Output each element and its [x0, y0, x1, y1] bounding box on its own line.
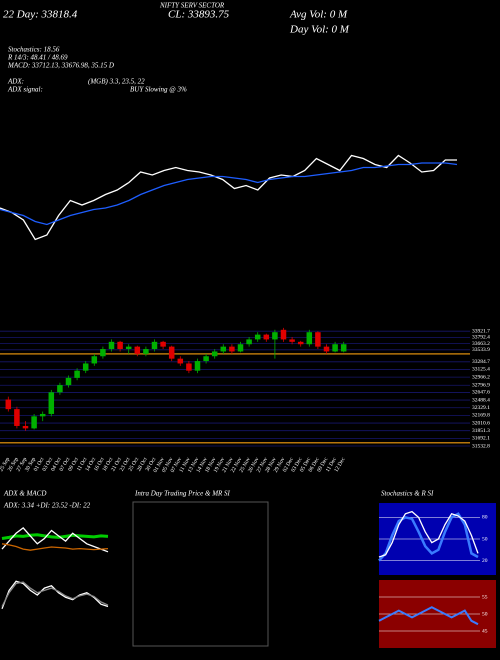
series-line: [378, 606, 479, 626]
panel-title: Intra Day Trading Price & MR SI: [134, 490, 231, 498]
candle-body: [254, 334, 261, 340]
candle-body: [108, 341, 115, 350]
header-text: 22 Day: 33818.4: [3, 9, 78, 21]
candle-body: [117, 341, 123, 350]
candle-body: [31, 416, 37, 429]
candle-body: [237, 344, 244, 352]
candle-body: [125, 346, 132, 350]
candle-body: [57, 385, 63, 393]
series-line: [1, 543, 109, 551]
candle-body: [323, 346, 330, 352]
candle-body: [151, 341, 158, 350]
y-tick-label: 32966.2: [472, 374, 490, 380]
y-tick-label: 32169.8: [472, 413, 490, 419]
x-tick-label: 25 Sep: [0, 456, 11, 472]
candle-body: [289, 339, 295, 342]
y-tick-label: 31532.8: [472, 443, 490, 449]
candle-body: [74, 370, 80, 378]
y-tick-label: 33792.4: [472, 335, 490, 341]
candle-body: [280, 329, 287, 340]
header-text: NIFTY SERV SECTOR: [159, 2, 225, 10]
y-tick-label: 20: [482, 558, 488, 564]
candle-body: [186, 363, 192, 371]
header-text: Avg Vol: 0 M: [289, 9, 348, 21]
y-tick-label: 50: [482, 611, 488, 617]
candle-body: [211, 351, 218, 357]
candle-body: [340, 344, 347, 352]
header-text: (MGB) 3.3, 23.5, 22: [88, 78, 145, 86]
candle-body: [65, 377, 72, 386]
candle-body: [272, 332, 278, 340]
header-text: ADX signal:: [7, 86, 43, 94]
candle-body: [332, 344, 338, 352]
candle-body: [203, 356, 209, 362]
candle-body: [220, 346, 227, 352]
header-text: ADX:: [7, 78, 24, 86]
candle-body: [263, 334, 270, 340]
header-text: Day Vol: 0 M: [289, 24, 350, 36]
series-line: [1, 527, 109, 553]
y-tick-label: 31851.3: [472, 428, 490, 434]
y-tick-label: 33921.7: [472, 328, 490, 334]
candle-body: [177, 358, 184, 364]
y-tick-label: 32796.9: [472, 383, 490, 389]
panel-frame: [132, 501, 269, 647]
candle-body: [22, 425, 29, 429]
candle-body: [14, 409, 20, 426]
candle-body: [194, 361, 201, 371]
header-text: Stochastics: 18.56: [8, 46, 60, 54]
candle-body: [134, 346, 141, 354]
candle-body: [315, 332, 321, 347]
y-tick-label: 31692.1: [472, 436, 490, 442]
candle-body: [48, 392, 55, 414]
y-tick-label: 33663.2: [472, 341, 490, 347]
candle-body: [39, 413, 46, 417]
header-text: R 14/3: 48.41 / 48.69: [7, 54, 68, 62]
candle-body: [143, 349, 149, 354]
header-text: BUY Slowing @ 3%: [130, 86, 187, 94]
candle-body: [168, 346, 175, 359]
candle-body: [91, 356, 98, 364]
candle-body: [246, 339, 252, 345]
series-line: [1, 533, 109, 540]
candle-body: [82, 363, 89, 371]
candle-body: [160, 341, 166, 347]
candle-body: [100, 349, 106, 357]
panel-title: Stochastics & R SI: [381, 490, 434, 498]
y-tick-label: 33533.9: [472, 347, 490, 353]
candle-body: [229, 346, 235, 352]
panel-subtitle: ADX: 3.34 +DI: 23.52 -DI: 22: [3, 502, 91, 510]
candle-body: [297, 341, 304, 345]
header-text: MACD: 33712.13, 33676.98, 35.15 D: [7, 62, 114, 70]
series-line: [0, 154, 457, 241]
panel-title: ADX & MACD: [3, 490, 46, 498]
header-text: CL: 33893.75: [168, 9, 230, 21]
y-tick-label: 32010.6: [472, 420, 490, 426]
candle-body: [5, 399, 12, 410]
y-tick-label: 55: [482, 594, 488, 600]
series-line: [378, 510, 479, 558]
y-tick-label: 80: [482, 515, 488, 521]
y-tick-label: 50: [482, 536, 488, 542]
y-tick-label: 32329.1: [472, 405, 490, 411]
series-line: [0, 162, 458, 226]
y-tick-label: 45: [482, 628, 488, 634]
y-tick-label: 32647.6: [472, 390, 490, 396]
y-tick-label: 33125.4: [472, 367, 490, 373]
y-tick-label: 32488.4: [472, 397, 490, 403]
y-tick-label: 33284.7: [472, 359, 490, 365]
candle-body: [306, 332, 313, 345]
series-line: [1, 581, 109, 607]
